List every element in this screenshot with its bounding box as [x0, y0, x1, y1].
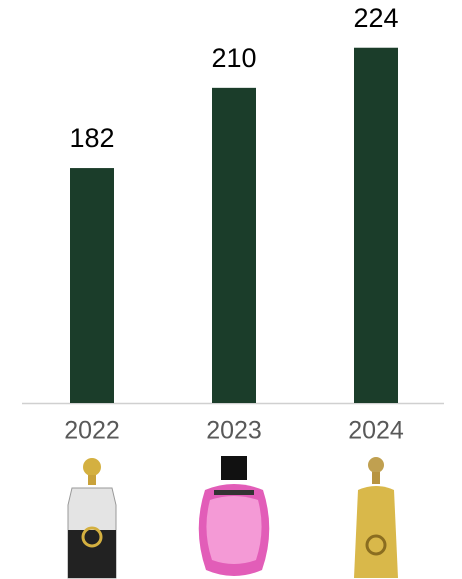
value-label: 210: [211, 43, 256, 73]
bar: [212, 87, 256, 403]
value-label: 182: [69, 123, 114, 153]
bar: [354, 47, 398, 403]
value-label: 224: [353, 3, 398, 33]
x-tick-label: 2022: [64, 417, 120, 445]
bottle-1: [67, 458, 117, 579]
bottle-2: [198, 456, 270, 576]
bottle-3: [354, 457, 398, 578]
x-tick-label: 2023: [206, 417, 262, 445]
bar: [70, 168, 114, 403]
x-tick-label: 2024: [348, 417, 404, 445]
